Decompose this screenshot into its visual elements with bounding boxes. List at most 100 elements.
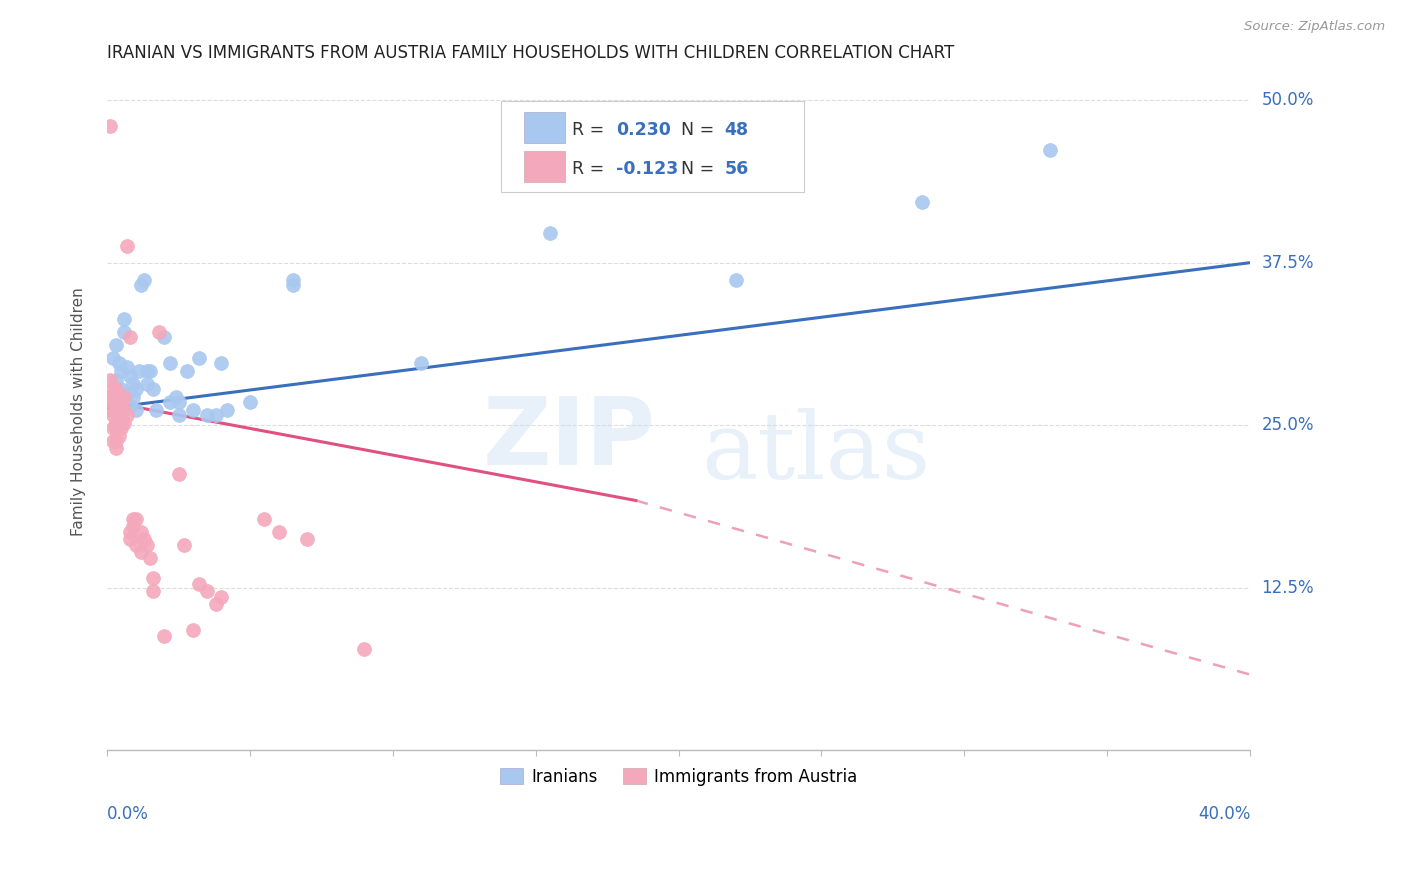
Point — [209, 356, 232, 370]
Point — [181, 402, 204, 417]
Point — [411, 356, 433, 370]
Point — [98, 392, 121, 406]
Point — [124, 538, 146, 552]
Text: atlas: atlas — [702, 408, 931, 498]
Point — [98, 390, 121, 404]
Point — [353, 641, 375, 656]
Point — [187, 351, 209, 365]
Text: R =: R = — [572, 160, 610, 178]
Point — [112, 311, 135, 326]
Point — [145, 402, 167, 417]
Point — [107, 356, 129, 370]
Point — [195, 584, 218, 599]
Point — [124, 402, 146, 417]
Point — [115, 408, 138, 422]
Point — [173, 538, 195, 552]
Text: 40.0%: 40.0% — [1198, 805, 1250, 822]
Text: N =: N = — [681, 120, 720, 139]
Point — [724, 272, 747, 286]
Point — [195, 408, 218, 422]
Point — [104, 416, 127, 430]
Point — [107, 428, 129, 442]
Point — [110, 402, 132, 417]
Point — [98, 373, 121, 387]
Point — [115, 385, 138, 400]
Point — [104, 373, 127, 387]
Point — [139, 363, 162, 377]
Point — [131, 524, 153, 539]
Legend: Iranians, Immigrants from Austria: Iranians, Immigrants from Austria — [494, 761, 865, 792]
Point — [110, 420, 132, 434]
Point — [139, 550, 162, 565]
Point — [281, 272, 304, 286]
Point — [110, 394, 132, 409]
Point — [101, 382, 124, 396]
FancyBboxPatch shape — [502, 102, 804, 193]
Point — [128, 363, 150, 377]
Point — [124, 382, 146, 396]
Point — [281, 277, 304, 292]
Point — [110, 382, 132, 396]
Point — [107, 390, 129, 404]
Text: -0.123: -0.123 — [616, 160, 678, 178]
Text: ZIP: ZIP — [482, 393, 655, 485]
Point — [107, 394, 129, 409]
Point — [159, 394, 181, 409]
Text: 48: 48 — [724, 120, 748, 139]
Point — [104, 434, 127, 448]
Point — [112, 402, 135, 417]
Text: 37.5%: 37.5% — [1261, 253, 1315, 272]
Point — [153, 330, 176, 344]
Point — [538, 226, 561, 240]
Text: IRANIAN VS IMMIGRANTS FROM AUSTRIA FAMILY HOUSEHOLDS WITH CHILDREN CORRELATION C: IRANIAN VS IMMIGRANTS FROM AUSTRIA FAMIL… — [107, 44, 955, 62]
Point — [98, 402, 121, 417]
Point — [131, 277, 153, 292]
Text: 25.0%: 25.0% — [1261, 416, 1315, 434]
Point — [176, 363, 198, 377]
Point — [136, 376, 159, 391]
Point — [136, 538, 159, 552]
Point — [121, 511, 143, 525]
Point — [110, 408, 132, 422]
Point — [167, 394, 190, 409]
Point — [101, 394, 124, 409]
Point — [104, 402, 127, 417]
Point — [107, 408, 129, 422]
Point — [112, 390, 135, 404]
Point — [204, 408, 226, 422]
Point — [204, 598, 226, 612]
Point — [115, 239, 138, 253]
Point — [134, 533, 156, 547]
Text: 0.0%: 0.0% — [107, 805, 149, 822]
Text: Source: ZipAtlas.com: Source: ZipAtlas.com — [1244, 20, 1385, 33]
Point — [112, 416, 135, 430]
Text: 0.230: 0.230 — [616, 120, 671, 139]
Text: R =: R = — [572, 120, 610, 139]
Text: 50.0%: 50.0% — [1261, 91, 1315, 109]
Point — [115, 359, 138, 374]
Point — [118, 330, 141, 344]
Point — [98, 119, 121, 133]
Point — [209, 590, 232, 604]
Point — [167, 408, 190, 422]
Point — [295, 533, 318, 547]
Text: 56: 56 — [724, 160, 748, 178]
Point — [267, 524, 290, 539]
Point — [118, 399, 141, 413]
Point — [101, 420, 124, 434]
Point — [217, 402, 239, 417]
Point — [134, 272, 156, 286]
Point — [110, 363, 132, 377]
Point — [104, 442, 127, 456]
Y-axis label: Family Households with Children: Family Households with Children — [72, 288, 86, 536]
Point — [153, 629, 176, 643]
Text: N =: N = — [681, 160, 720, 178]
Point — [124, 511, 146, 525]
Point — [112, 325, 135, 339]
Point — [104, 382, 127, 396]
Point — [118, 533, 141, 547]
Point — [107, 416, 129, 430]
Point — [101, 408, 124, 422]
Point — [101, 351, 124, 365]
Point — [118, 524, 141, 539]
